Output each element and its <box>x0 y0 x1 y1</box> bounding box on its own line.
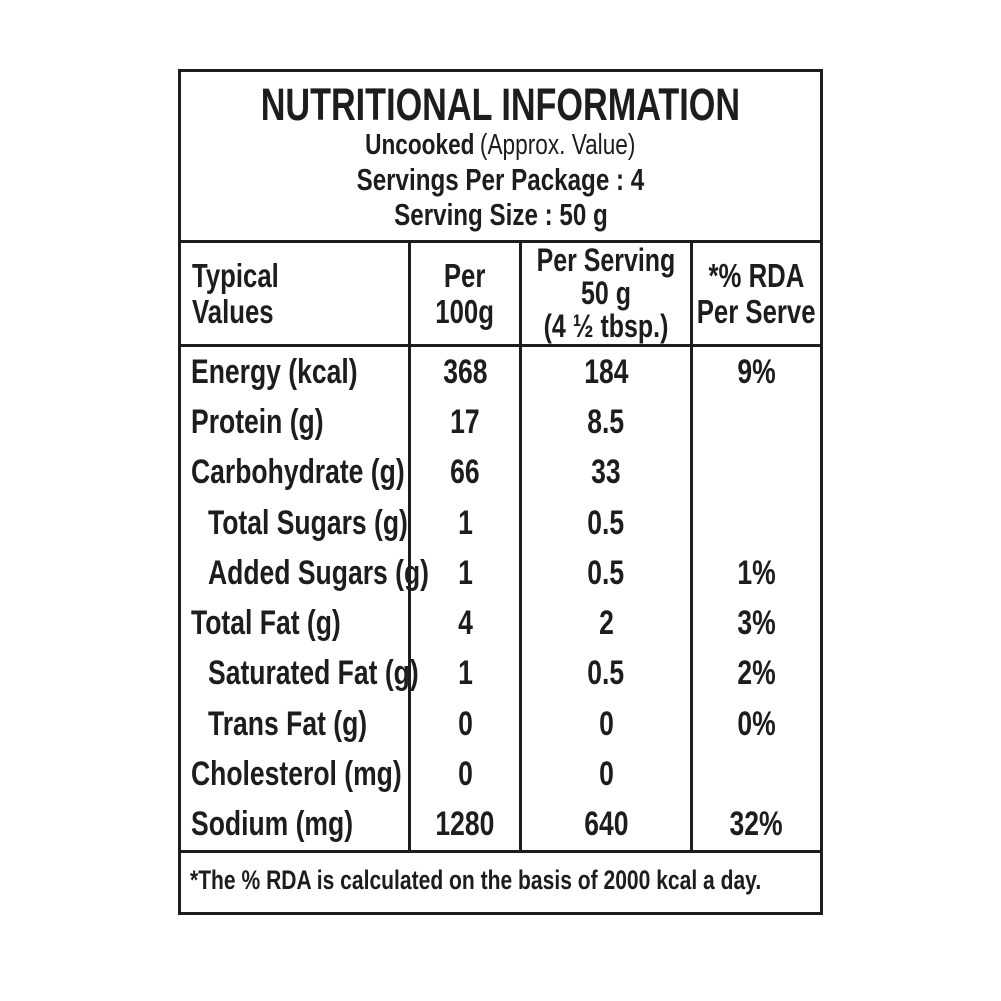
nutrition-label: NUTRITIONAL INFORMATION Uncooked (Approx.… <box>178 69 823 915</box>
row-label-carbohydrate: Carbohydrate (g) <box>191 453 405 492</box>
total-sugars-rda <box>690 497 820 549</box>
page-title: NUTRITIONAL INFORMATION <box>260 78 741 130</box>
row-label-sodium: Sodium (mg) <box>191 805 354 844</box>
column-header-per-100g: Per 100g <box>408 243 519 347</box>
carbohydrate-per-serving: 33 <box>519 447 690 498</box>
row-label-trans-fat: Trans Fat (g) <box>208 704 368 743</box>
trans-fat-per-100g: 0 <box>408 699 519 750</box>
column-header-rda: *% RDA Per Serve <box>690 243 820 347</box>
row-label-cholesterol: Cholesterol (mg) <box>191 755 402 794</box>
energy-rda: 9% <box>690 347 820 398</box>
row-label-protein: Protein (g) <box>191 402 324 441</box>
row-label-saturated-fat: Saturated Fat (g) <box>208 654 419 693</box>
cholesterol-per-100g: 0 <box>408 749 519 800</box>
energy-per-100g: 368 <box>408 347 519 398</box>
label-header: NUTRITIONAL INFORMATION Uncooked (Approx.… <box>181 72 820 243</box>
protein-rda <box>690 397 820 448</box>
saturated-fat-per-serving: 0.5 <box>519 648 690 700</box>
cholesterol-per-serving: 0 <box>519 749 690 800</box>
row-label-total-fat: Total Fat (g) <box>191 604 341 643</box>
state-approx-note: (Approx. Value) <box>480 128 636 161</box>
protein-per-100g: 17 <box>408 397 519 448</box>
cooking-state-line: Uncooked (Approx. Value) <box>327 129 674 162</box>
carbohydrate-rda <box>690 447 820 498</box>
total-sugars-per-100g: 1 <box>408 497 519 549</box>
saturated-fat-per-100g: 1 <box>408 648 519 700</box>
sodium-per-100g: 1280 <box>408 799 519 850</box>
added-sugars-per-100g: 1 <box>408 548 519 599</box>
saturated-fat-rda: 2% <box>690 648 820 700</box>
protein-per-serving: 8.5 <box>519 397 690 448</box>
rda-footnote: *The % RDA is calculated on the basis of… <box>181 849 820 909</box>
column-header-per-serving: Per Serving 50 g (4 ½ tbsp.) <box>519 243 690 347</box>
total-fat-per-serving: 2 <box>519 598 690 649</box>
row-label-total-sugars: Total Sugars (g) <box>208 503 408 542</box>
column-header-typical-values: Typical Values <box>181 243 408 347</box>
row-label-added-sugars: Added Sugars (g) <box>208 553 430 592</box>
servings-per-package: Servings Per Package : 4 <box>356 161 645 197</box>
added-sugars-rda: 1% <box>690 548 820 599</box>
row-label-energy: Energy (kcal) <box>191 352 358 391</box>
trans-fat-rda: 0% <box>690 699 820 750</box>
added-sugars-per-serving: 0.5 <box>519 548 690 599</box>
total-fat-rda: 3% <box>690 598 820 649</box>
sodium-rda: 32% <box>690 799 820 850</box>
total-sugars-per-serving: 0.5 <box>519 497 690 549</box>
sodium-per-serving: 640 <box>519 799 690 850</box>
nutrition-table: Typical Values Per 100g Per Serving 50 g… <box>181 243 820 909</box>
cholesterol-rda <box>690 749 820 800</box>
serving-size: Serving Size : 50 g <box>393 196 608 232</box>
state-uncooked: Uncooked <box>365 128 475 161</box>
energy-per-serving: 184 <box>519 347 690 398</box>
trans-fat-per-serving: 0 <box>519 699 690 750</box>
carbohydrate-per-100g: 66 <box>408 447 519 498</box>
total-fat-per-100g: 4 <box>408 598 519 649</box>
